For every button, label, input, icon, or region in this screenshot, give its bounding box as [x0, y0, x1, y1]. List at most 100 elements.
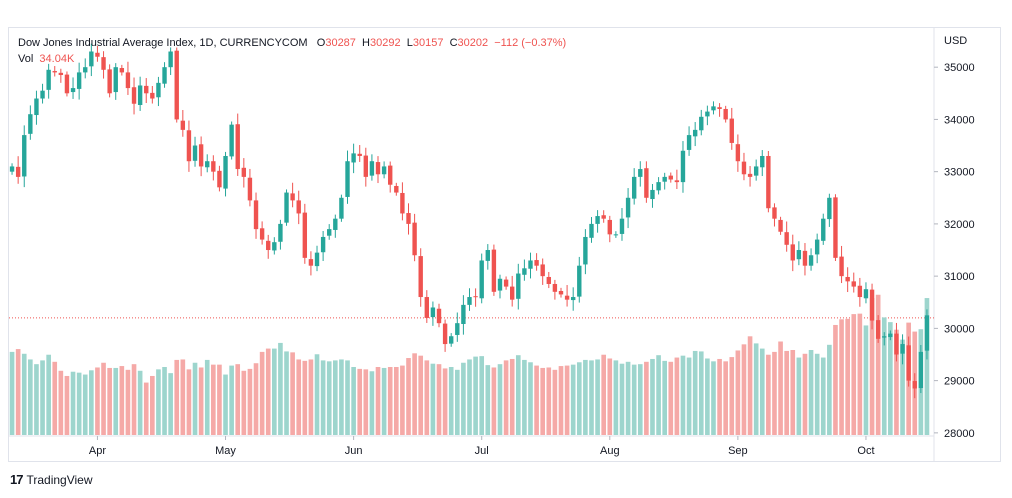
- volume-bar: [180, 359, 186, 435]
- volume-bar: [680, 355, 686, 435]
- volume-bar: [412, 353, 417, 435]
- high-label: H: [362, 37, 370, 49]
- volume-bar: [833, 324, 838, 435]
- x-tick-label: Sep: [728, 445, 748, 457]
- candle-body: [119, 68, 125, 73]
- volume-bar: [168, 373, 173, 435]
- volume-bar: [705, 358, 710, 435]
- volume-bar: [461, 362, 466, 435]
- volume-bar: [613, 360, 619, 435]
- volume-bar: [381, 367, 387, 435]
- volume-bar: [308, 359, 314, 435]
- volume-bar: [711, 361, 716, 435]
- y-tick-label: 30000: [944, 323, 975, 335]
- candle-body: [223, 155, 228, 189]
- volume-bar: [528, 362, 533, 435]
- candle-body: [552, 283, 558, 292]
- legend-volume-row: Vol 34.04K: [18, 51, 566, 67]
- candle-body: [217, 170, 222, 188]
- candle-body: [839, 256, 844, 277]
- candle-body: [394, 185, 399, 193]
- y-tick-label: 29000: [944, 376, 975, 388]
- candle-body: [296, 200, 301, 214]
- candle-body: [570, 297, 576, 301]
- candle-body: [516, 273, 521, 299]
- candle-body: [735, 144, 741, 162]
- candle-body: [747, 173, 753, 177]
- volume-bar: [454, 369, 460, 435]
- candle-body: [211, 161, 216, 172]
- volume-bar: [357, 368, 363, 435]
- volume-bar: [607, 358, 613, 435]
- volume-bar: [595, 359, 600, 435]
- volume-bar: [113, 367, 119, 435]
- candle-body: [375, 162, 381, 175]
- candle-body: [814, 239, 820, 255]
- candle-body: [674, 180, 680, 183]
- volume-bar: [119, 366, 125, 435]
- volume-bar: [302, 360, 308, 435]
- candle-body: [692, 129, 698, 137]
- volume-bar: [717, 358, 722, 435]
- candle-body: [564, 295, 570, 300]
- candle-body: [607, 219, 612, 235]
- volume-bar: [497, 364, 503, 435]
- volume-bar: [131, 364, 137, 435]
- volume-bar: [107, 367, 112, 435]
- candle-body: [15, 166, 21, 177]
- volume-bar: [400, 365, 405, 435]
- volume-bar: [625, 361, 631, 435]
- volume-bar: [64, 375, 70, 435]
- volume-bar: [467, 359, 472, 435]
- volume-bar: [125, 369, 131, 435]
- volume-label[interactable]: Vol: [18, 53, 34, 65]
- candle-body: [772, 207, 777, 219]
- candle-body: [631, 176, 637, 199]
- tradingview-footer[interactable]: 17 TradingView: [10, 472, 93, 487]
- candle-body: [58, 72, 64, 76]
- candle-body: [650, 189, 655, 200]
- volume-bar: [82, 374, 88, 435]
- candle-body: [247, 177, 253, 201]
- candle-body: [174, 50, 179, 120]
- candle-body: [760, 155, 765, 168]
- volume-bar: [217, 364, 222, 435]
- candle-body: [449, 336, 454, 344]
- volume-value: 34.04K: [39, 53, 75, 65]
- volume-bar: [21, 353, 27, 435]
- candle-body: [784, 232, 789, 245]
- volume-bar: [253, 363, 259, 435]
- volume-bar: [857, 313, 863, 435]
- candle-body: [497, 278, 503, 291]
- volume-bar: [351, 367, 356, 435]
- candle-body: [680, 150, 686, 183]
- volume-bar: [796, 357, 802, 435]
- volume-bar: [204, 359, 210, 435]
- candle-body: [900, 344, 905, 354]
- close-label: C: [449, 37, 458, 49]
- candle-body: [290, 193, 295, 201]
- candle-body: [778, 219, 783, 232]
- candle-body: [442, 323, 448, 345]
- candle-body: [717, 107, 722, 109]
- candle-body: [406, 213, 411, 224]
- volume-bar: [784, 350, 789, 435]
- volume-bar: [326, 361, 332, 435]
- candle-body: [595, 216, 600, 224]
- candle-body: [491, 249, 497, 292]
- volume-bar: [387, 367, 393, 435]
- symbol-title[interactable]: Dow Jones Industrial Average Index, 1D, …: [18, 37, 308, 49]
- volume-bar: [247, 368, 253, 435]
- volume-bar: [888, 322, 893, 435]
- volume-bar: [534, 365, 539, 435]
- candle-body: [577, 265, 582, 297]
- candle-body: [345, 161, 350, 197]
- candle-body: [821, 218, 826, 241]
- volume-bar: [162, 367, 167, 435]
- volume-bar: [211, 364, 216, 435]
- candle-body: [388, 165, 393, 185]
- volume-bar: [34, 364, 39, 435]
- candle-body: [906, 345, 911, 381]
- candle-body: [851, 281, 856, 287]
